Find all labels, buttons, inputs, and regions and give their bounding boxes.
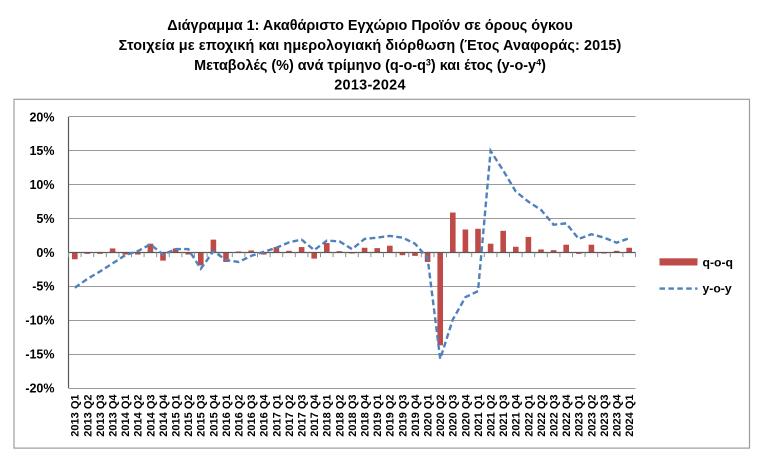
svg-text:2021 Q3: 2021 Q3 (498, 395, 510, 437)
svg-text:2018 Q3: 2018 Q3 (347, 395, 359, 437)
svg-text:-20%: -20% (25, 381, 54, 395)
svg-text:-10%: -10% (25, 314, 54, 328)
svg-text:2017 Q1: 2017 Q1 (271, 395, 283, 437)
svg-text:2020 Q1: 2020 Q1 (423, 395, 435, 437)
svg-text:y-o-y: y-o-y (703, 282, 732, 296)
svg-text:2015 Q1: 2015 Q1 (171, 395, 183, 437)
svg-text:2021 Q1: 2021 Q1 (473, 395, 485, 437)
svg-text:2016 Q4: 2016 Q4 (259, 394, 271, 437)
svg-text:Διάγραμμα 1: Ακαθάριστο Εγχώρι: Διάγραμμα 1: Ακαθάριστο Εγχώριο Προϊόν σ… (167, 18, 572, 34)
svg-text:2013 Q4: 2013 Q4 (108, 394, 120, 437)
svg-text:2019 Q4: 2019 Q4 (410, 394, 422, 437)
svg-text:5%: 5% (36, 212, 54, 226)
svg-text:2023 Q3: 2023 Q3 (599, 395, 611, 437)
svg-text:2021 Q2: 2021 Q2 (486, 395, 498, 437)
svg-text:20%: 20% (29, 110, 54, 124)
svg-text:2017 Q4: 2017 Q4 (309, 394, 321, 437)
svg-text:2024 Q1: 2024 Q1 (624, 395, 636, 437)
svg-text:2014 Q4: 2014 Q4 (158, 394, 170, 437)
svg-text:2020 Q4: 2020 Q4 (460, 394, 472, 437)
svg-text:2023 Q2: 2023 Q2 (586, 395, 598, 437)
svg-text:q-o-q: q-o-q (703, 255, 733, 269)
svg-text:2018 Q1: 2018 Q1 (322, 395, 334, 437)
svg-text:2015 Q2: 2015 Q2 (183, 395, 195, 437)
svg-text:2015 Q3: 2015 Q3 (196, 395, 208, 437)
svg-text:-5%: -5% (32, 280, 54, 294)
svg-text:0%: 0% (36, 246, 54, 260)
svg-text:2013 Q2: 2013 Q2 (82, 395, 94, 437)
svg-text:Στοιχεία με εποχική και ημερολ: Στοιχεία με εποχική και ημερολογιακή διό… (119, 38, 622, 54)
svg-text:2022 Q4: 2022 Q4 (561, 394, 573, 437)
svg-text:2022 Q1: 2022 Q1 (523, 395, 535, 437)
svg-text:2022 Q2: 2022 Q2 (536, 395, 548, 437)
svg-text:2014 Q1: 2014 Q1 (120, 395, 132, 437)
svg-text:2021 Q4: 2021 Q4 (511, 394, 523, 437)
svg-text:2016 Q3: 2016 Q3 (246, 395, 258, 437)
svg-text:2013-2024: 2013-2024 (334, 77, 406, 93)
svg-text:2019 Q3: 2019 Q3 (397, 395, 409, 437)
svg-text:2019 Q1: 2019 Q1 (372, 395, 384, 437)
svg-text:2015 Q4: 2015 Q4 (208, 394, 220, 437)
svg-text:2013 Q3: 2013 Q3 (95, 395, 107, 437)
svg-text:10%: 10% (29, 178, 54, 192)
svg-text:-15%: -15% (25, 347, 54, 361)
svg-text:2018 Q4: 2018 Q4 (360, 394, 372, 437)
svg-text:2017 Q3: 2017 Q3 (297, 395, 309, 437)
svg-text:2023 Q4: 2023 Q4 (612, 394, 624, 437)
svg-text:2014 Q2: 2014 Q2 (133, 395, 145, 437)
svg-text:2020 Q2: 2020 Q2 (435, 395, 447, 437)
svg-text:2016 Q1: 2016 Q1 (221, 395, 233, 437)
svg-text:2016 Q2: 2016 Q2 (234, 395, 246, 437)
svg-text:Μεταβολές (%) ανά τρίμηνο (q-o: Μεταβολές (%) ανά τρίμηνο (q-o-q3) και έ… (194, 57, 546, 74)
svg-text:2023 Q1: 2023 Q1 (574, 395, 586, 437)
svg-text:2019 Q2: 2019 Q2 (385, 395, 397, 437)
svg-text:15%: 15% (29, 144, 54, 158)
svg-text:2013 Q1: 2013 Q1 (70, 395, 82, 437)
svg-text:2022 Q3: 2022 Q3 (549, 395, 561, 437)
svg-text:2020 Q3: 2020 Q3 (448, 395, 460, 437)
svg-text:2014 Q3: 2014 Q3 (145, 395, 157, 437)
svg-text:2018 Q2: 2018 Q2 (334, 395, 346, 437)
svg-text:2017 Q2: 2017 Q2 (284, 395, 296, 437)
